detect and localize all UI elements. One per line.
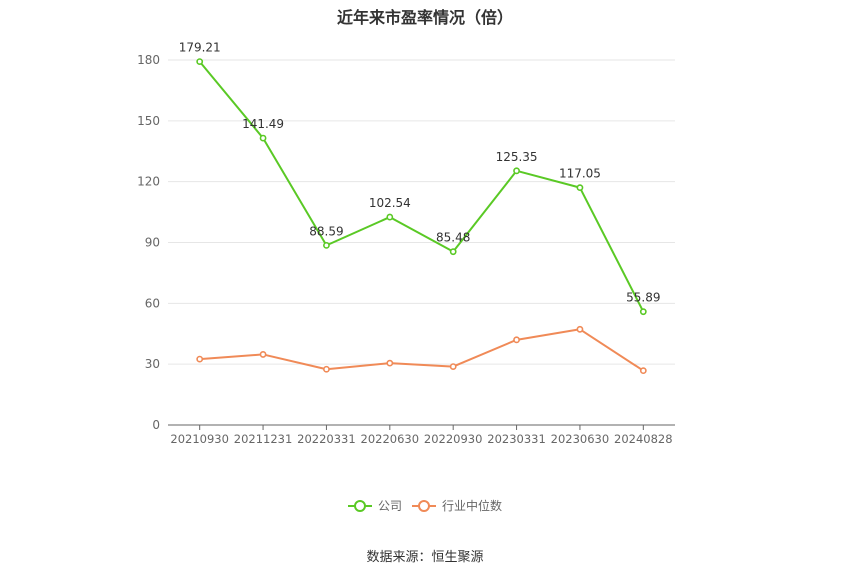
data-point [639, 367, 647, 375]
y-tick-label: 90 [145, 236, 160, 250]
data-point [259, 134, 267, 142]
series-line-industry-median [199, 328, 644, 372]
legend-company-label: 公司 [378, 499, 402, 513]
data-source: 数据来源：恒生聚源 [366, 550, 484, 565]
y-tick-label: 120 [137, 175, 160, 189]
data-point [196, 355, 204, 363]
data-point [449, 363, 457, 370]
data-point [639, 308, 647, 316]
y-tick-label: 60 [145, 296, 160, 310]
legend-industry-median-label: 行业中位数 [442, 498, 502, 513]
data-point [513, 167, 520, 175]
data-point [576, 325, 584, 333]
data-point [386, 359, 394, 367]
x-tick-label: 20210930 [170, 432, 229, 446]
data-point [323, 365, 330, 373]
data-label: 125.35 [496, 150, 538, 164]
y-tick-label: 0 [152, 418, 160, 432]
data-label: 102.54 [369, 196, 411, 210]
data-label: 141.49 [242, 117, 284, 131]
y-tick-label: 180 [137, 53, 160, 67]
legend-company-marker [354, 500, 366, 512]
x-tick-label: 20220630 [361, 432, 420, 446]
data-label: 55.89 [626, 291, 660, 305]
data-point [386, 213, 394, 221]
data-label: 117.05 [559, 167, 601, 181]
x-tick-label: 20220331 [297, 432, 356, 446]
data-point [449, 248, 457, 256]
data-label: 88.59 [309, 224, 343, 238]
legend-industry-median-marker [418, 500, 430, 512]
y-tick-label: 150 [137, 114, 160, 128]
data-point [259, 351, 267, 358]
x-tick-label: 20240828 [614, 432, 673, 446]
data-label: 179.21 [179, 41, 221, 55]
data-point [513, 336, 520, 344]
x-tick-label: 20220930 [424, 432, 483, 446]
data-label: 85.48 [436, 231, 470, 245]
x-tick-label: 20230630 [551, 432, 610, 446]
y-tick-label: 30 [145, 357, 160, 371]
data-point [196, 58, 204, 66]
data-point [576, 184, 584, 192]
data-point [323, 241, 330, 249]
chart-title: 近年来市盈率情况（倍） [336, 8, 513, 27]
x-tick-label: 20211231 [234, 432, 293, 446]
series-line-company [198, 60, 645, 313]
x-tick-label: 20230331 [487, 432, 546, 446]
